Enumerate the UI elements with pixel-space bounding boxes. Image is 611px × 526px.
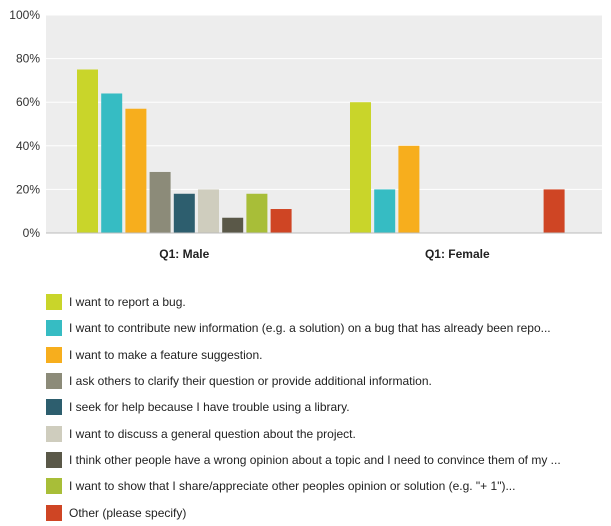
legend-label: I want to discuss a general question abo… [69,426,356,441]
y-tick-label: 100% [9,8,40,22]
y-tick-label: 80% [16,52,40,66]
category-label: Q1: Male [159,247,209,261]
bar [398,145,420,233]
bars [77,69,565,233]
legend-item: Other (please specify) [46,499,561,525]
category-label: Q1: Female [425,247,490,261]
y-tick-label: 0% [23,226,41,240]
bar [149,171,171,233]
legend-label: Other (please specify) [69,505,187,520]
legend-swatch [46,346,62,363]
y-tick-label: 60% [16,95,40,109]
legend-swatch [46,478,62,495]
legend-swatch [46,451,62,468]
legend-label: I ask others to clarify their question o… [69,374,432,389]
bar [198,189,219,233]
bar-chart: 0% 20% 40% 60% 80% 100% Q1: Male Q1: Female [9,8,602,261]
legend-item: I want to make a feature suggestion. [46,342,561,368]
legend-item: I want to show that I share/appreciate o… [46,473,561,499]
legend-swatch [46,425,62,442]
bar [350,102,371,233]
legend-swatch [46,320,62,337]
legend-label: I want to contribute new information (e.… [69,321,551,336]
legend-label: I want to show that I share/appreciate o… [69,479,516,494]
legend-label: I think other people have a wrong opinio… [69,452,561,467]
legend-item: I ask others to clarify their question o… [46,368,561,394]
legend-item: I want to report a bug. [46,289,561,315]
category-labels: Q1: Male Q1: Female [159,247,490,261]
legend-swatch [46,399,62,416]
bar [77,69,98,233]
legend-item: I want to discuss a general question abo… [46,420,561,446]
bar [543,189,565,233]
legend-swatch [46,504,62,521]
bar [173,193,195,233]
legend-swatch [46,294,62,311]
bar [246,193,268,233]
legend-item: I seek for help because I have trouble u… [46,394,561,420]
legend: I want to report a bug. I want to contrib… [46,289,561,526]
y-axis-ticks: 0% 20% 40% 60% 80% 100% [9,8,40,240]
legend-swatch [46,373,62,390]
bar [101,93,123,233]
y-tick-label: 40% [16,139,40,153]
bar [374,189,396,233]
legend-item: I think other people have a wrong opinio… [46,447,561,473]
bar [125,108,147,233]
bar [222,217,244,233]
legend-label: I want to make a feature suggestion. [69,347,263,362]
legend-label: I want to report a bug. [69,295,186,310]
legend-label: I seek for help because I have trouble u… [69,400,350,415]
y-tick-label: 20% [16,182,40,196]
bar [270,209,292,233]
legend-item: I want to contribute new information (e.… [46,315,561,341]
